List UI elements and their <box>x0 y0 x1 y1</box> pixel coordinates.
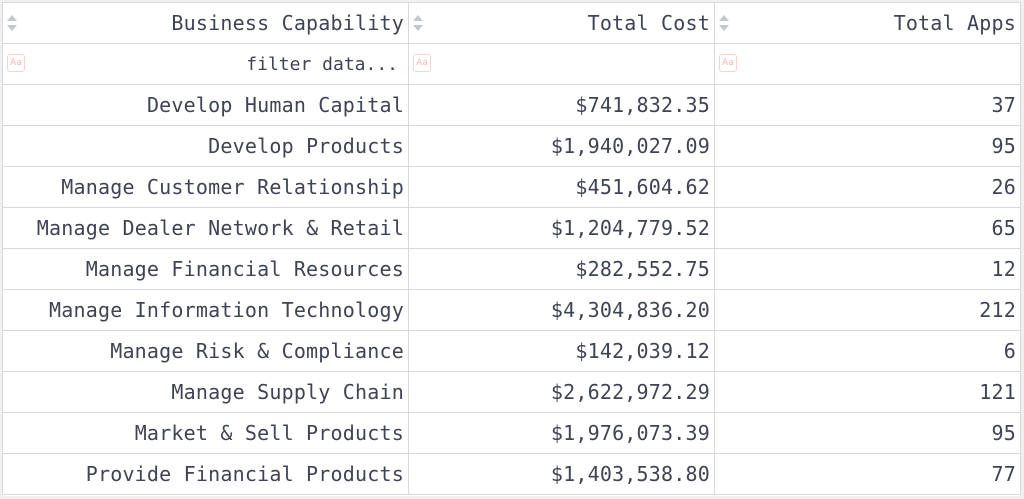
cell-business-capability: Manage Information Technology <box>2 289 409 331</box>
filter-cell-total-cost: Aa <box>408 43 715 85</box>
cell-business-capability: Market & Sell Products <box>2 412 409 454</box>
sort-icon[interactable] <box>412 14 424 32</box>
column-label: Total Apps <box>893 11 1016 35</box>
match-case-icon[interactable]: Aa <box>7 54 25 72</box>
table-row: Develop Human Capital $741,832.35 37 <box>2 84 1021 126</box>
cell-total-apps: 121 <box>714 371 1021 413</box>
cell-total-apps: 212 <box>714 289 1021 331</box>
cell-total-apps: 77 <box>714 453 1021 495</box>
column-header-business-capability[interactable]: Business Capability <box>2 2 409 44</box>
filter-row: Aa Aa Aa <box>2 43 1021 85</box>
cell-total-cost: $1,940,027.09 <box>408 125 715 167</box>
cell-business-capability: Develop Products <box>2 125 409 167</box>
header-row: Business Capability Total Cost Total App… <box>2 2 1021 44</box>
sort-icon[interactable] <box>718 14 730 32</box>
cell-total-apps: 95 <box>714 125 1021 167</box>
cell-business-capability: Manage Risk & Compliance <box>2 330 409 372</box>
table-row: Develop Products $1,940,027.09 95 <box>2 125 1021 167</box>
cell-total-cost: $1,976,073.39 <box>408 412 715 454</box>
cell-total-cost: $1,403,538.80 <box>408 453 715 495</box>
filter-cell-business-capability: Aa <box>2 43 409 85</box>
cell-total-cost: $2,622,972.29 <box>408 371 715 413</box>
cell-business-capability: Manage Supply Chain <box>2 371 409 413</box>
cell-total-cost: $4,304,836.20 <box>408 289 715 331</box>
table-row: Manage Information Technology $4,304,836… <box>2 289 1021 331</box>
filter-input-total-apps[interactable] <box>715 54 1010 75</box>
cell-total-apps: 95 <box>714 412 1021 454</box>
filter-cell-total-apps: Aa <box>714 43 1021 85</box>
table-row: Manage Supply Chain $2,622,972.29 121 <box>2 371 1021 413</box>
cell-total-cost: $1,204,779.52 <box>408 207 715 249</box>
table-body: Develop Human Capital $741,832.35 37 Dev… <box>2 84 1021 495</box>
cell-total-apps: 26 <box>714 166 1021 208</box>
cell-business-capability: Manage Financial Resources <box>2 248 409 290</box>
cell-total-apps: 37 <box>714 84 1021 126</box>
filter-input-total-cost[interactable] <box>409 54 704 75</box>
cell-total-cost: $741,832.35 <box>408 84 715 126</box>
cell-total-cost: $282,552.75 <box>408 248 715 290</box>
filter-input-business-capability[interactable] <box>58 54 398 75</box>
table-row: Manage Risk & Compliance $142,039.12 6 <box>2 330 1021 372</box>
column-label: Business Capability <box>171 11 404 35</box>
cell-business-capability: Develop Human Capital <box>2 84 409 126</box>
sort-icon[interactable] <box>6 14 18 32</box>
table-row: Market & Sell Products $1,976,073.39 95 <box>2 412 1021 454</box>
table-row: Manage Customer Relationship $451,604.62… <box>2 166 1021 208</box>
table-row: Manage Dealer Network & Retail $1,204,77… <box>2 207 1021 249</box>
table-row: Manage Financial Resources $282,552.75 1… <box>2 248 1021 290</box>
table-row: Provide Financial Products $1,403,538.80… <box>2 453 1021 495</box>
cell-business-capability: Manage Dealer Network & Retail <box>2 207 409 249</box>
cell-business-capability: Provide Financial Products <box>2 453 409 495</box>
cell-business-capability: Manage Customer Relationship <box>2 166 409 208</box>
cell-total-apps: 12 <box>714 248 1021 290</box>
column-header-total-cost[interactable]: Total Cost <box>408 2 715 44</box>
cell-total-cost: $451,604.62 <box>408 166 715 208</box>
cell-total-apps: 6 <box>714 330 1021 372</box>
column-header-total-apps[interactable]: Total Apps <box>714 2 1021 44</box>
column-label: Total Cost <box>587 11 710 35</box>
cell-total-apps: 65 <box>714 207 1021 249</box>
cell-total-cost: $142,039.12 <box>408 330 715 372</box>
